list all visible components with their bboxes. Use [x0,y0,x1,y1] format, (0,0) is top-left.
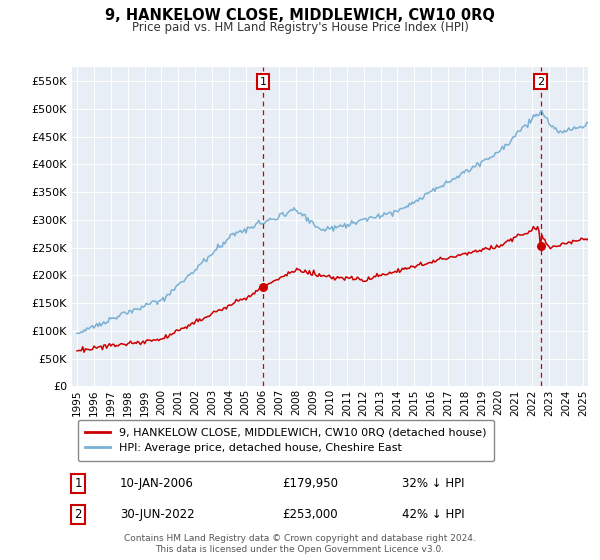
Text: 1: 1 [260,77,266,87]
Text: 2: 2 [537,77,544,87]
Text: Price paid vs. HM Land Registry's House Price Index (HPI): Price paid vs. HM Land Registry's House … [131,21,469,34]
Point [258,282,268,291]
Point [536,241,545,250]
Text: 32% ↓ HPI: 32% ↓ HPI [402,477,464,490]
Text: 42% ↓ HPI: 42% ↓ HPI [402,507,464,521]
Text: This data is licensed under the Open Government Licence v3.0.: This data is licensed under the Open Gov… [155,545,445,554]
Text: 30-JUN-2022: 30-JUN-2022 [120,507,194,521]
Legend: 9, HANKELOW CLOSE, MIDDLEWICH, CW10 0RQ (detached house), HPI: Average price, de: 9, HANKELOW CLOSE, MIDDLEWICH, CW10 0RQ … [77,420,494,461]
Text: 1: 1 [74,477,82,490]
Text: 10-JAN-2006: 10-JAN-2006 [120,477,194,490]
Text: Contains HM Land Registry data © Crown copyright and database right 2024.: Contains HM Land Registry data © Crown c… [124,534,476,543]
Text: £253,000: £253,000 [282,507,338,521]
Text: 2: 2 [74,507,82,521]
Text: £179,950: £179,950 [282,477,338,490]
Text: 9, HANKELOW CLOSE, MIDDLEWICH, CW10 0RQ: 9, HANKELOW CLOSE, MIDDLEWICH, CW10 0RQ [105,8,495,24]
